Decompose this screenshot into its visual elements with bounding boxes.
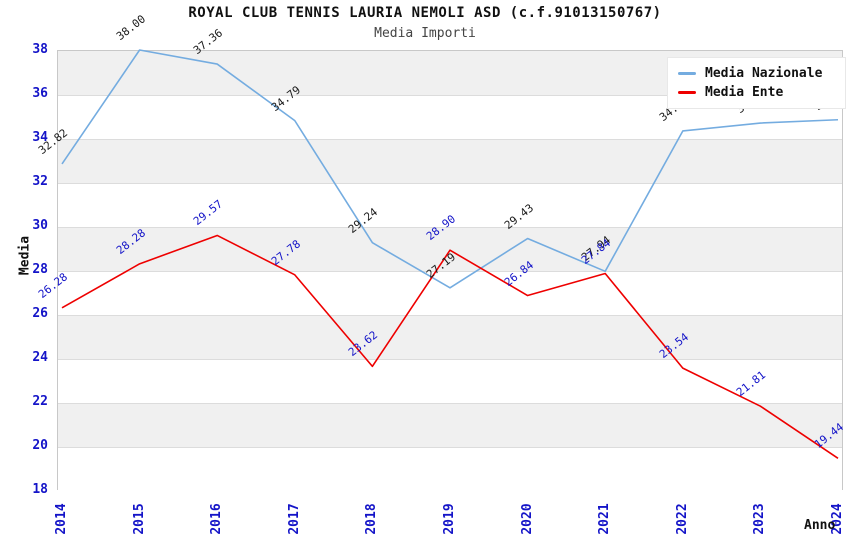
legend-item-media-ente[interactable]: Media Ente (678, 83, 837, 102)
x-tick-label: 2020 (519, 503, 535, 535)
grid-band (58, 139, 842, 183)
y-tick-label: 24 (32, 350, 48, 365)
grid-band (58, 447, 842, 491)
x-tick-label: 2014 (54, 503, 69, 535)
y-tick-label: 32 (32, 174, 48, 189)
x-tick-label: 2015 (131, 503, 147, 535)
x-tick-label: 2016 (209, 503, 225, 535)
grid-band (58, 403, 842, 447)
y-tick-label: 22 (32, 394, 48, 409)
legend-label: Media Nazionale (705, 65, 823, 81)
x-axis-title: Anno (804, 518, 836, 533)
y-tick-label: 30 (32, 218, 48, 233)
y-tick-label: 36 (32, 86, 48, 101)
x-tick-label: 2021 (597, 503, 613, 535)
grid-band (58, 315, 842, 359)
y-tick-label: 38 (32, 42, 48, 57)
y-tick-label: 28 (32, 262, 48, 277)
media-ente-swatch-icon (678, 91, 696, 94)
y-tick-label: 34 (32, 130, 48, 145)
x-tick-label: 2022 (674, 503, 690, 535)
legend-label: Media Ente (705, 84, 784, 100)
y-tick-label: 26 (32, 306, 48, 321)
grid-band (58, 271, 842, 315)
chart-title: ROYAL CLUB TENNIS LAURIA NEMOLI ASD (c.f… (188, 5, 662, 21)
media-nazionale-swatch-icon (678, 72, 696, 75)
grid-band (58, 359, 842, 403)
plot-area (57, 50, 843, 491)
legend: Media Nazionale Media Ente (667, 57, 846, 109)
x-tick-label: 2019 (442, 503, 457, 535)
x-tick-label: 2018 (364, 503, 380, 535)
x-tick-label: 2017 (286, 503, 302, 535)
x-tick-label: 2023 (752, 503, 768, 535)
y-tick-label: 18 (32, 482, 48, 497)
y-tick-label: 20 (32, 438, 48, 453)
legend-item-media-nazionale[interactable]: Media Nazionale (678, 64, 837, 83)
chart-subtitle: Media Importi (374, 26, 476, 41)
